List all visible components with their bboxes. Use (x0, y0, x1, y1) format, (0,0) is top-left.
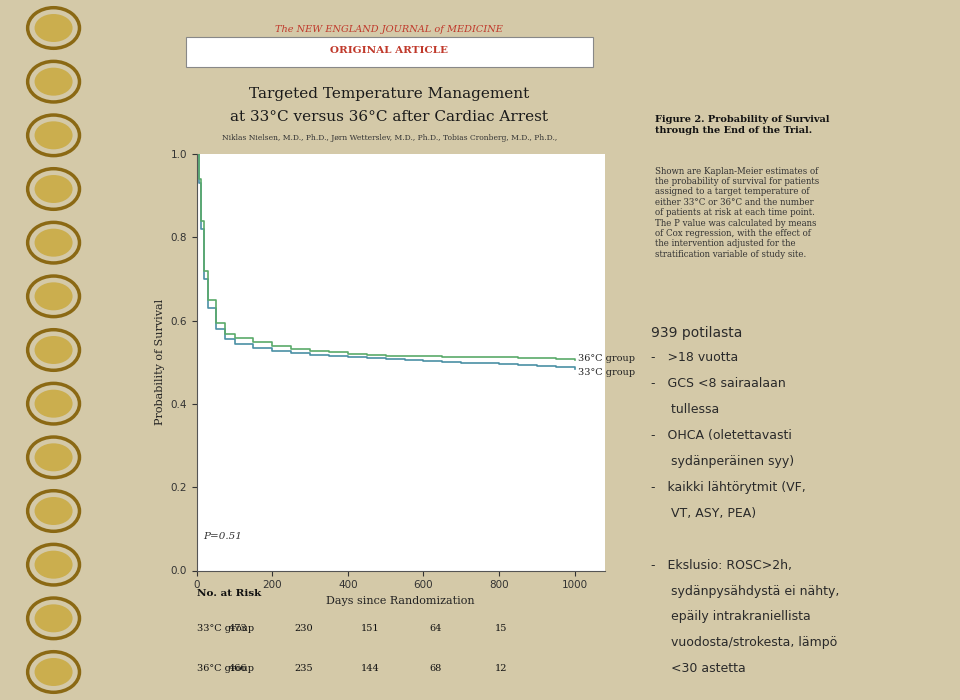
Text: -   Ekslusio: ROSC>2h,: - Ekslusio: ROSC>2h, (652, 559, 792, 572)
Text: 235: 235 (295, 664, 313, 673)
Text: sydänpysähdystä ei nähty,: sydänpysähdystä ei nähty, (652, 584, 840, 598)
Ellipse shape (35, 14, 73, 42)
Text: 151: 151 (361, 624, 379, 633)
Text: 939 potilasta: 939 potilasta (652, 326, 743, 340)
Text: VT, ASY, PEA): VT, ASY, PEA) (652, 507, 756, 520)
Text: 33°C group: 33°C group (578, 368, 635, 377)
Ellipse shape (35, 604, 73, 632)
Text: Figure 2. Probability of Survival
through the End of the Trial.: Figure 2. Probability of Survival throug… (655, 116, 829, 135)
Ellipse shape (35, 551, 73, 579)
Text: vuodosta/strokesta, lämpö: vuodosta/strokesta, lämpö (652, 636, 838, 650)
FancyBboxPatch shape (185, 37, 593, 66)
Y-axis label: Probability of Survival: Probability of Survival (155, 299, 165, 426)
Ellipse shape (35, 229, 73, 257)
Text: sydänperäinen syy): sydänperäinen syy) (652, 455, 795, 468)
Text: <30 astetta: <30 astetta (652, 662, 746, 676)
Text: -   kaikki lähtörytmit (VF,: - kaikki lähtörytmit (VF, (652, 481, 806, 494)
Ellipse shape (35, 175, 73, 203)
Text: -   GCS <8 sairaalaan: - GCS <8 sairaalaan (652, 377, 786, 391)
Text: -   >18 vuotta: - >18 vuotta (652, 351, 738, 365)
Ellipse shape (35, 658, 73, 686)
Ellipse shape (35, 282, 73, 310)
Ellipse shape (35, 443, 73, 471)
Text: at 33°C versus 36°C after Cardiac Arrest: at 33°C versus 36°C after Cardiac Arrest (230, 110, 548, 124)
Text: 64: 64 (429, 624, 442, 633)
Text: The NEW ENGLAND JOURNAL of MEDICINE: The NEW ENGLAND JOURNAL of MEDICINE (276, 25, 503, 34)
Text: ORIGINAL ARTICLE: ORIGINAL ARTICLE (330, 46, 448, 55)
Text: 473: 473 (229, 624, 248, 633)
Text: Targeted Temperature Management: Targeted Temperature Management (250, 87, 529, 101)
Ellipse shape (35, 390, 73, 418)
Text: 36°C group: 36°C group (197, 664, 253, 673)
Text: -   OHCA (oletettavasti: - OHCA (oletettavasti (652, 429, 792, 442)
Text: Niklas Nielsen, M.D., Ph.D., Jørn Wetterslev, M.D., Ph.D., Tobias Cronberg, M.D.: Niklas Nielsen, M.D., Ph.D., Jørn Wetter… (222, 134, 557, 142)
Text: 144: 144 (360, 664, 379, 673)
Text: 15: 15 (495, 624, 508, 633)
Text: 68: 68 (429, 664, 442, 673)
Ellipse shape (35, 121, 73, 149)
Ellipse shape (35, 68, 73, 96)
Text: P=0.51: P=0.51 (204, 532, 243, 541)
Text: 33°C group: 33°C group (197, 624, 254, 633)
Text: tullessa: tullessa (652, 403, 720, 416)
Text: 230: 230 (295, 624, 313, 633)
Text: Shown are Kaplan-Meier estimates of
the probability of survival for patients
ass: Shown are Kaplan-Meier estimates of the … (655, 167, 819, 259)
Text: No. at Risk: No. at Risk (197, 589, 261, 598)
X-axis label: Days since Randomization: Days since Randomization (326, 596, 475, 605)
Text: 12: 12 (495, 664, 508, 673)
Text: epäily intrakraniellista: epäily intrakraniellista (652, 610, 811, 624)
Ellipse shape (35, 336, 73, 364)
Text: 466: 466 (229, 664, 248, 673)
Ellipse shape (35, 497, 73, 525)
Text: 36°C group: 36°C group (578, 354, 635, 363)
